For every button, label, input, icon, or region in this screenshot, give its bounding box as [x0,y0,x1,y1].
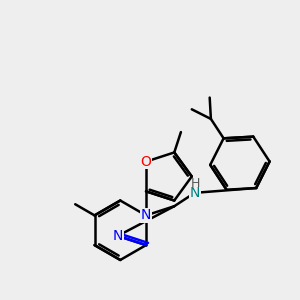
Text: N: N [190,186,200,200]
Text: N: N [141,208,151,222]
Text: H: H [191,177,200,190]
Text: O: O [141,154,152,169]
Text: N: N [112,229,123,243]
